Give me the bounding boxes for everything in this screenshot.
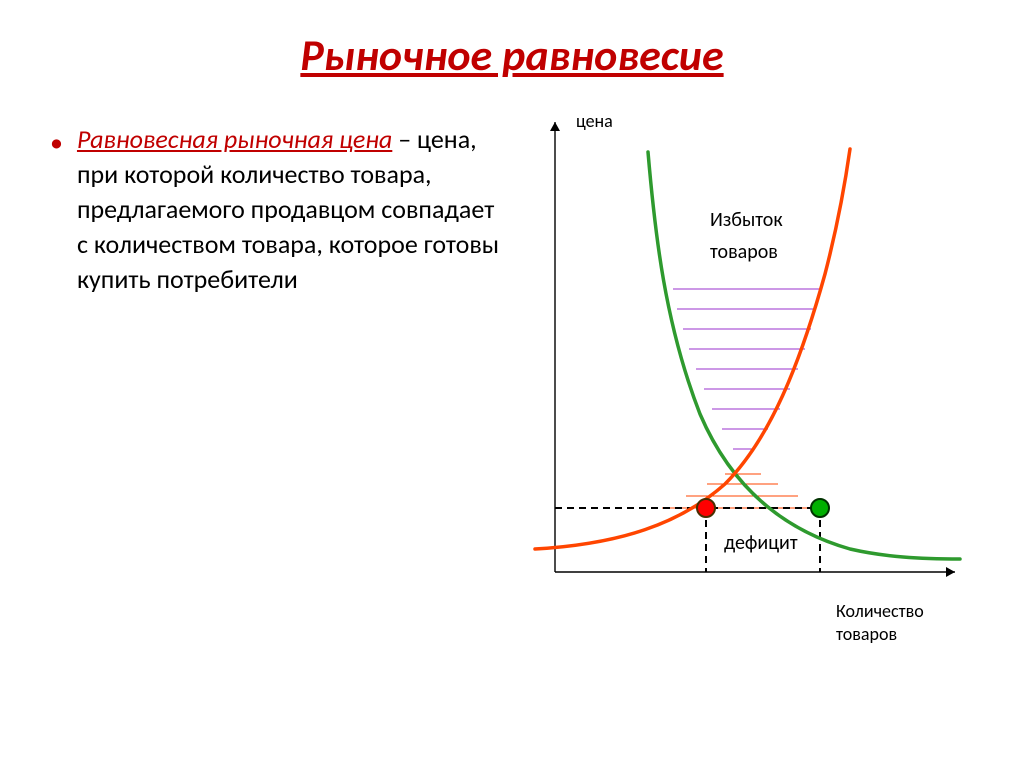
surplus-label: Избыток товаров [710, 204, 783, 268]
x-axis-line2: товаров [836, 623, 897, 645]
surplus-line2: товаров [710, 240, 778, 264]
y-axis-label: цена [576, 110, 613, 132]
text-column: • Равновесная рыночная цена – цена, при … [30, 122, 500, 297]
x-axis-label: Количество товаров [836, 600, 924, 647]
bullet-glyph: • [50, 126, 63, 158]
content-row: • Равновесная рыночная цена – цена, при … [0, 82, 1024, 297]
chart-column: цена Избыток товаров дефицит Количество … [500, 122, 994, 297]
page-title: Рыночное равновесие [0, 0, 1024, 82]
deficit-label: дефицит [724, 531, 798, 555]
x-axis-line1: Количество [836, 600, 924, 622]
definition-text: Равновесная рыночная цена – цена, при ко… [77, 122, 500, 297]
bullet-item: • Равновесная рыночная цена – цена, при … [50, 122, 500, 297]
surplus-line1: Избыток [710, 208, 783, 232]
equilibrium-chart [500, 104, 1000, 644]
definition-term: Равновесная рыночная цена [77, 123, 392, 155]
